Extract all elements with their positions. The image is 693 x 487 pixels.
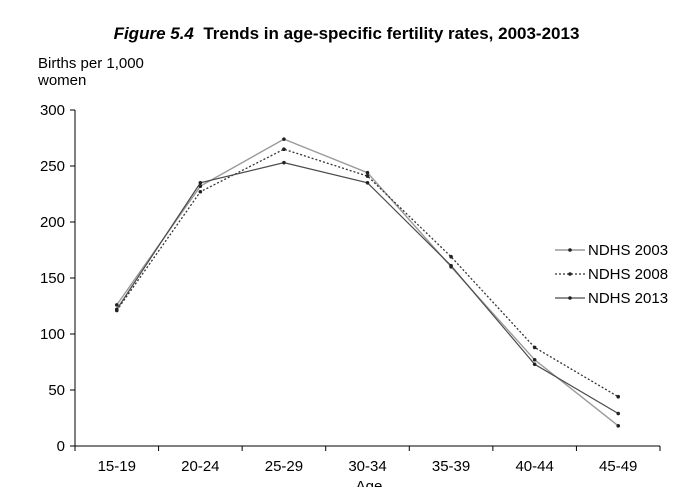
legend: NDHS 2003 NDHS 2008 NDHS 2013 <box>555 242 668 307</box>
legend-label: NDHS 2013 <box>588 290 668 307</box>
legend-label: NDHS 2003 <box>588 242 668 259</box>
data-point <box>616 411 621 416</box>
legend-marker <box>568 248 572 252</box>
x-tick-label: 35-39 <box>432 458 470 475</box>
x-axis-label: Age <box>356 478 383 487</box>
x-tick-label: 15-19 <box>98 458 136 475</box>
data-point <box>616 394 621 399</box>
data-point <box>365 170 370 175</box>
x-tick-label: 20-24 <box>181 458 219 475</box>
data-point <box>282 147 286 151</box>
series-ndhs-2013 <box>114 160 621 416</box>
data-point <box>532 345 537 350</box>
legend-marker <box>568 296 572 300</box>
data-point <box>114 307 119 312</box>
y-tick-label: 250 <box>40 158 65 175</box>
data-point <box>449 263 453 268</box>
data-point <box>365 181 370 185</box>
x-tick-label: 30-34 <box>348 458 386 475</box>
data-point <box>365 174 370 178</box>
x-tick-label: 40-44 <box>515 458 553 475</box>
y-tick-label: 50 <box>48 382 65 399</box>
axes: 0 50 100 150 200 250 300 15-19 20-24 25-29 30-34 35… <box>40 102 661 475</box>
series-ndhs-2003 <box>114 137 621 428</box>
data-point <box>532 362 537 367</box>
y-tick-label: 100 <box>40 326 65 343</box>
figure-label: Figure 5.4 <box>113 24 194 43</box>
legend-marker <box>568 272 572 276</box>
series-line <box>116 148 619 398</box>
y-tick-label: 150 <box>40 270 65 287</box>
data-point <box>198 181 203 185</box>
data-point <box>449 254 453 259</box>
series-layer <box>114 137 621 428</box>
x-tick-label: 25-29 <box>265 458 303 475</box>
y-tick-label: 0 <box>57 438 65 455</box>
data-point <box>532 357 537 362</box>
chart-title: Figure 5.4 Trends in age-specific fertil… <box>0 24 693 44</box>
y-axis-label-line2: women <box>38 72 87 89</box>
series-line <box>116 162 619 415</box>
series-ndhs-2008 <box>114 147 621 399</box>
data-point <box>114 303 119 307</box>
y-axis-label: Births per 1,000 women <box>38 55 144 89</box>
data-point <box>198 189 203 194</box>
y-axis-label-line1: Births per 1,000 <box>38 55 144 72</box>
data-point <box>282 137 286 141</box>
x-tick-label: 45-49 <box>599 458 637 475</box>
y-tick-label: 300 <box>40 102 65 119</box>
data-point <box>282 160 286 165</box>
data-point <box>198 184 203 188</box>
legend-label: NDHS 2008 <box>588 266 668 283</box>
figure-title-text: Trends in age-specific fertility rates, … <box>203 24 580 43</box>
data-point <box>616 424 621 428</box>
y-tick-label: 200 <box>40 214 65 231</box>
